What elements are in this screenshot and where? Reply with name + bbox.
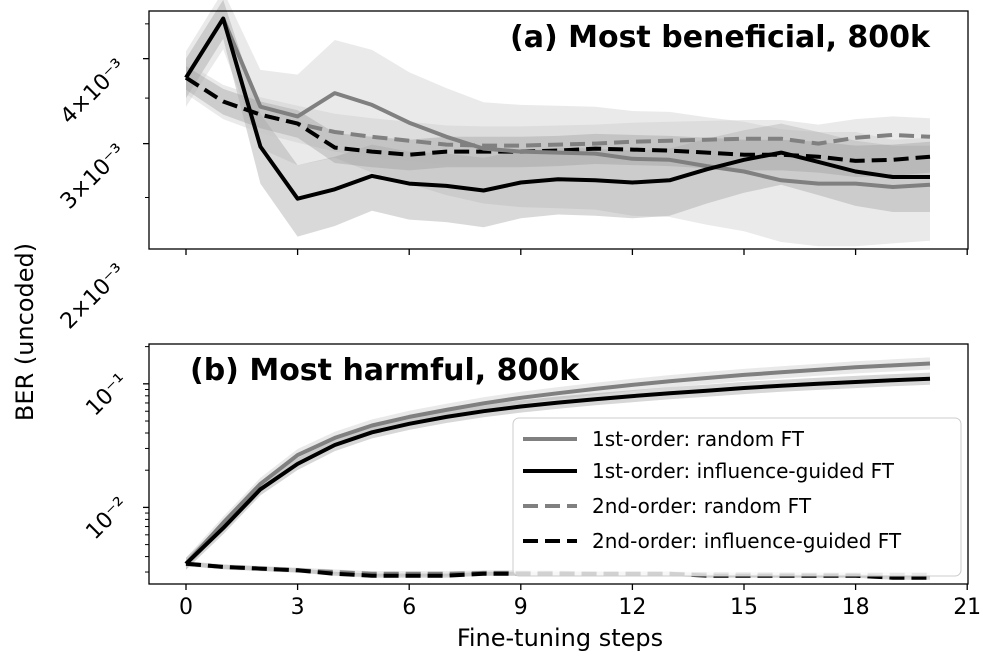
panel-b-most-harmful: 10⁻² 10⁻¹ 0 3 6 9 12 15 18 21 (b) Most harmful, … xyxy=(81,343,981,620)
panel-a-y-tick-label-2: 4×10⁻³ xyxy=(56,55,131,130)
legend-box xyxy=(512,417,962,577)
panel-b-x-tick-label-3: 9 xyxy=(514,595,528,620)
panel-a-y-ticks: 2×10⁻³ 3×10⁻³ 4×10⁻³ xyxy=(56,23,149,334)
panel-b-x-tick-label-2: 6 xyxy=(402,595,416,620)
panel-b-x-tick-label-0: 0 xyxy=(179,595,193,620)
y-axis-label: BER (uncoded) xyxy=(11,243,39,421)
legend-label-2nd-random: 2nd-order: random FT xyxy=(592,494,812,518)
panel-a-y-tick-label-0: 2×10⁻³ xyxy=(56,259,131,334)
panel-a-band-0 xyxy=(186,0,930,247)
panel-b-y-tick-label-0: 10⁻² xyxy=(81,493,133,545)
panel-a-series-line-3 xyxy=(184,76,931,163)
panel-a-most-beneficial: 2×10⁻³ 3×10⁻³ 4×10⁻³ (a) Most beneficial, … xyxy=(56,0,969,334)
legend: 1st-order: random FT 1st-order: influenc… xyxy=(512,417,962,577)
panel-b-x-tick-label-4: 12 xyxy=(618,595,646,620)
panel-b-x-ticks: 0 3 6 9 12 15 18 21 xyxy=(179,584,981,620)
legend-label-1st-random: 1st-order: random FT xyxy=(592,427,805,451)
panel-a-band-2 xyxy=(186,62,930,167)
panel-b-x-tick-label-6: 18 xyxy=(842,595,870,620)
panel-a-x-ticks xyxy=(185,249,968,255)
panel-b-y-tick-label-1: 10⁻¹ xyxy=(81,369,133,421)
panel-a-band-3 xyxy=(186,66,930,177)
x-axis-label: Fine-tuning steps xyxy=(457,624,663,652)
panel-a-y-tick-label-1: 3×10⁻³ xyxy=(56,140,131,215)
panel-b-y-ticks: 10⁻² 10⁻¹ xyxy=(81,346,149,573)
panel-a-title: (a) Most beneficial, 800k xyxy=(510,20,931,55)
panel-b-x-tick-label-7: 21 xyxy=(953,595,981,620)
legend-label-1st-influence: 1st-order: influence-guided FT xyxy=(592,459,895,483)
panel-a-series-lines xyxy=(184,16,931,201)
panel-b-x-tick-label-5: 15 xyxy=(730,595,758,620)
legend-label-2nd-influence: 2nd-order: influence-guided FT xyxy=(592,529,902,553)
panel-b-title: (b) Most harmful, 800k xyxy=(190,353,580,388)
panel-b-x-tick-label-1: 3 xyxy=(291,595,305,620)
panel-b-frame xyxy=(148,343,969,585)
panel-a-frame xyxy=(148,10,969,250)
